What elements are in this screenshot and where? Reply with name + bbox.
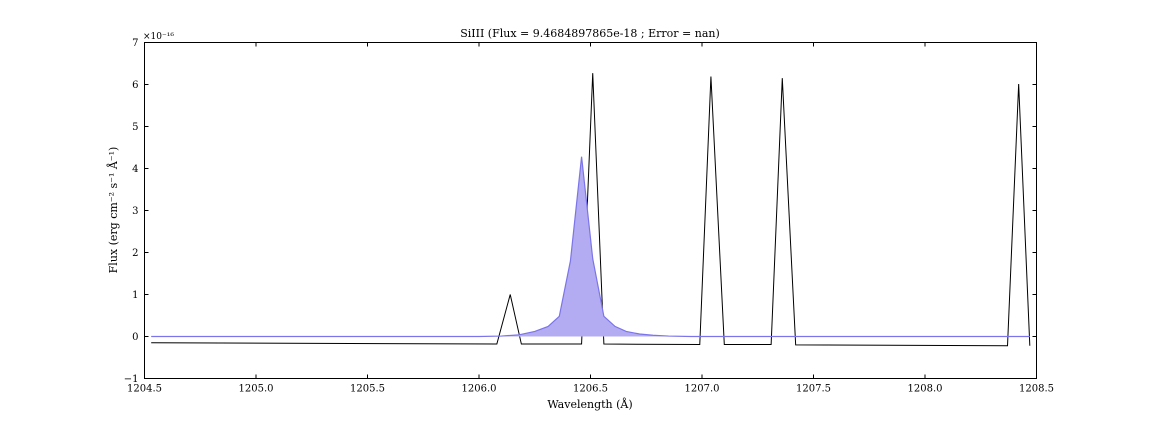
x-tick-label: 1207.0	[685, 384, 720, 395]
plot-area	[151, 73, 1031, 347]
y-tick-label: −1	[124, 374, 139, 385]
x-tick-label: 1207.5	[796, 384, 831, 395]
x-axis-label: Wavelength (Å)	[547, 397, 632, 411]
y-tick-label: 0	[132, 332, 138, 343]
chart-title: SiIII (Flux = 9.4684897865e-18 ; Error =…	[460, 27, 720, 40]
data-line	[151, 73, 1031, 347]
x-tick-label: 1205.5	[350, 384, 385, 395]
x-axis: 1204.5 1205.0 1205.5 1206.0 1206.5 1207.0 1207…	[127, 42, 1054, 395]
model-fill-area	[151, 156, 1030, 337]
y-scale-label: ×10⁻¹⁶	[143, 32, 174, 42]
model-line	[151, 156, 1030, 338]
y-tick-label: 1	[132, 290, 138, 301]
x-tick-label: 1208.0	[908, 384, 943, 395]
y-axis: −1 0 1 2 3 4 5 6 7	[124, 38, 1037, 385]
y-tick-label: 4	[132, 164, 138, 175]
y-tick-label: 3	[132, 206, 138, 217]
x-tick-label: 1206.0	[462, 384, 497, 395]
x-tick-label: 1206.5	[573, 384, 608, 395]
x-tick-label: 1204.5	[127, 384, 162, 395]
y-tick-label: 2	[132, 248, 138, 259]
y-tick-label: 5	[132, 122, 138, 133]
y-tick-label: 7	[132, 38, 138, 49]
x-tick-label: 1205.0	[239, 384, 274, 395]
y-axis-label: Flux (erg cm⁻² s⁻¹ Å⁻¹)	[106, 147, 120, 274]
x-tick-label: 1208.5	[1019, 384, 1054, 395]
y-tick-label: 6	[132, 80, 138, 91]
